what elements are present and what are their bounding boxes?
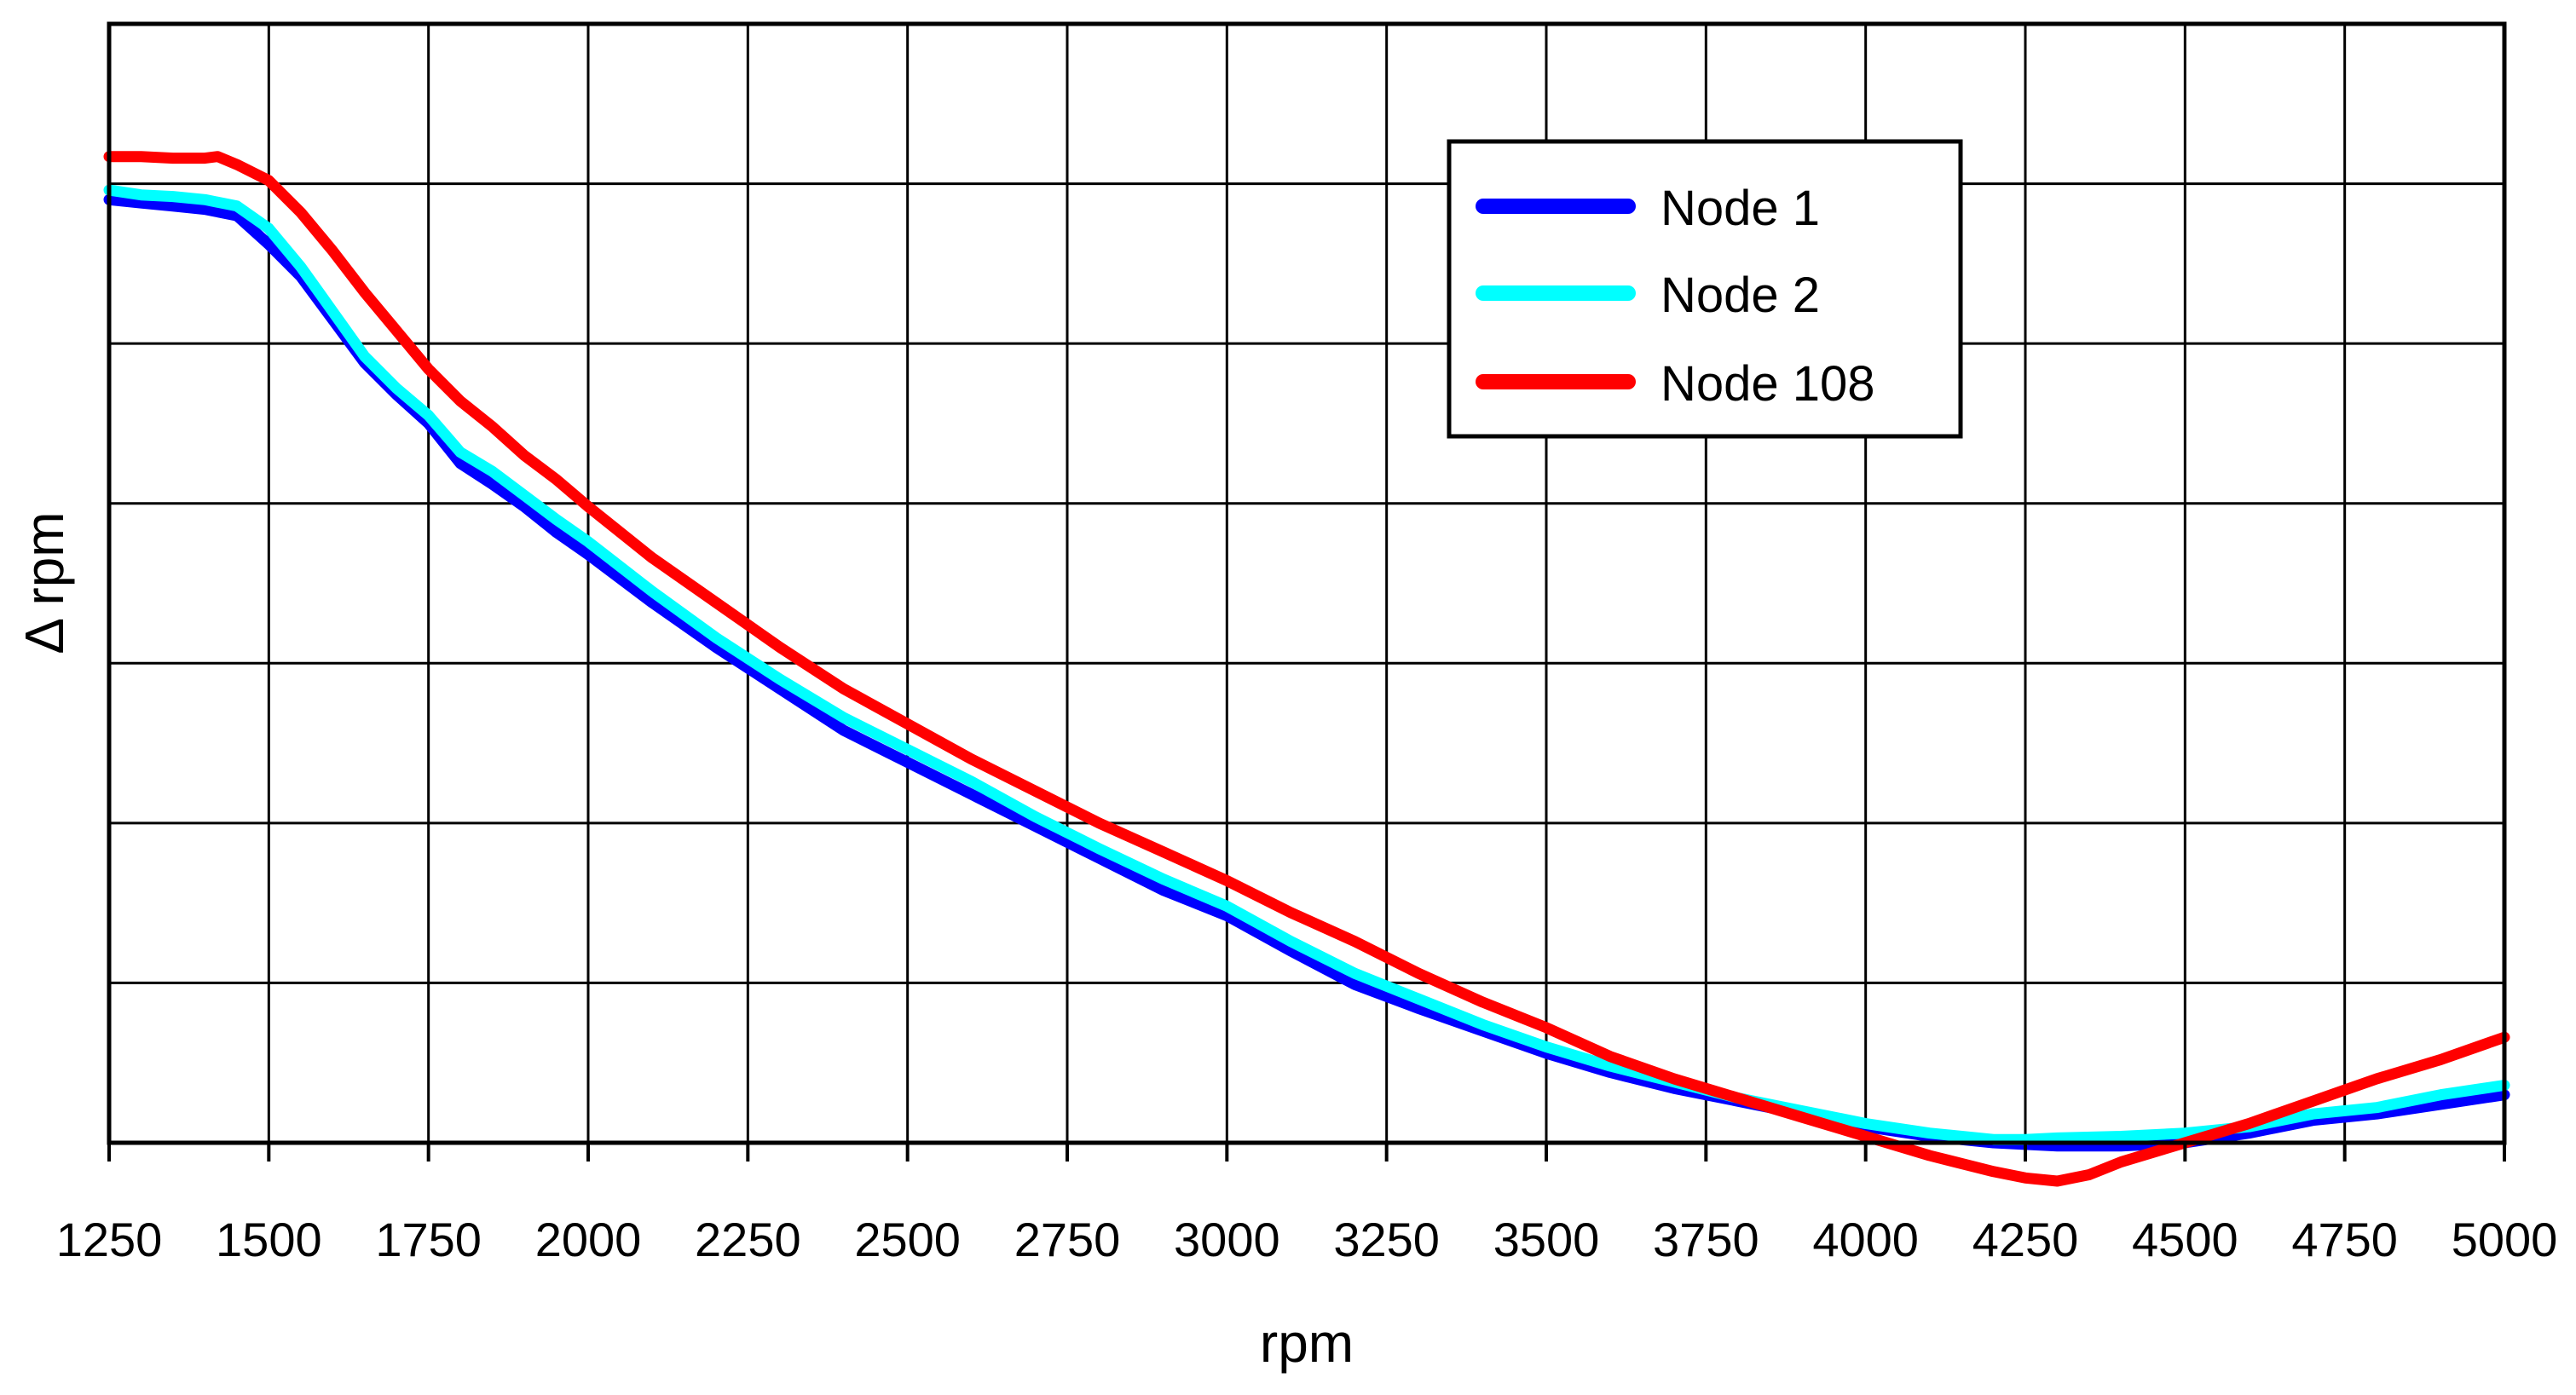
x-tick-label: 5000 bbox=[2452, 1213, 2558, 1266]
series-lines bbox=[103, 151, 2510, 1187]
x-tick-label: 2750 bbox=[1014, 1213, 1121, 1266]
x-tick-label: 2000 bbox=[535, 1213, 642, 1266]
series-line-node-2 bbox=[103, 184, 2510, 1145]
x-tick-label: 3500 bbox=[1493, 1213, 1600, 1266]
legend-label-node-108: Node 108 bbox=[1661, 356, 1875, 412]
plot-frame bbox=[107, 21, 2507, 1145]
x-tick-label: 2250 bbox=[695, 1213, 801, 1266]
legend: Node 1 Node 2 Node 108 bbox=[1447, 139, 1963, 439]
x-tick-label: 3000 bbox=[1174, 1213, 1280, 1266]
x-tick-label: 1250 bbox=[56, 1213, 163, 1266]
series-line-node-108 bbox=[103, 151, 2510, 1187]
legend-label-node-2: Node 2 bbox=[1661, 268, 1820, 323]
legend-label-node-1: Node 1 bbox=[1661, 181, 1820, 236]
x-tick-label: 1750 bbox=[375, 1213, 482, 1266]
x-axis-label: rpm bbox=[1260, 1312, 1354, 1374]
y-axis-label: Δ rpm bbox=[14, 511, 75, 654]
x-tick-label: 1500 bbox=[216, 1213, 322, 1266]
x-tick-label: 4500 bbox=[2132, 1213, 2238, 1266]
x-axis: 1250 1500 1750 2000 2250 2500 2750 3000 3250 3500… bbox=[56, 1143, 2558, 1266]
x-tick-label: 4750 bbox=[2291, 1213, 2398, 1266]
x-tick-label: 4250 bbox=[1972, 1213, 2079, 1266]
x-tick-label: 2500 bbox=[854, 1213, 961, 1266]
x-tick-label: 3750 bbox=[1653, 1213, 1759, 1266]
x-tick-label: 3250 bbox=[1333, 1213, 1440, 1266]
x-tick-label: 4000 bbox=[1812, 1213, 1919, 1266]
